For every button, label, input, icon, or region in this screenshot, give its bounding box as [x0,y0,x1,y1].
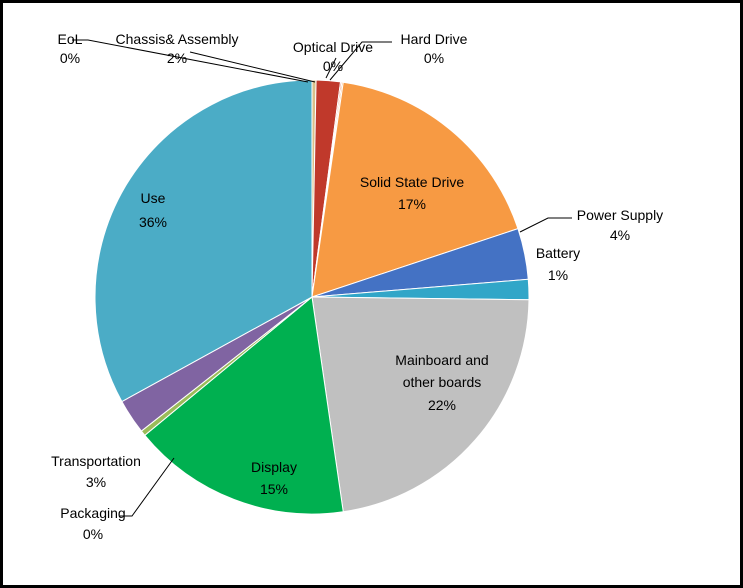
label-mainboard-value: 22% [428,397,456,413]
label-powersupply-name: Power Supply [577,207,663,223]
label-mainboard-name-1: Mainboard and [395,352,488,368]
label-ssd-name: Solid State Drive [360,174,464,190]
pie-slice-display [144,296,344,515]
leader-packaging [120,457,175,517]
label-display-name: Display [251,459,297,475]
label-harddrive-name: Hard Drive [401,31,468,47]
leader-chassis [189,51,316,83]
pie-slices [94,79,530,515]
label-battery-value: 1% [548,267,568,283]
label-transportation-value: 3% [86,474,106,490]
leader-harddrive [329,41,392,81]
slice-labels: EoL 0% Chassis& Assembly 2% Optical Driv… [51,31,663,542]
label-ssd-value: 17% [398,196,426,212]
label-optical-name: Optical Drive [293,39,373,55]
label-optical-value: 0% [323,58,343,74]
leader-eol [72,39,309,83]
label-chassis-name: Chassis& Assembly [116,31,239,47]
pie-slice-mainboard-and-other-boards [311,296,530,513]
label-use-value: 36% [139,214,167,230]
label-packaging-value: 0% [83,526,103,542]
label-powersupply-value: 4% [610,227,630,243]
label-mainboard-name-2: other boards [403,374,482,390]
leader-optical [325,57,337,79]
label-display-value: 15% [260,481,288,497]
label-harddrive-value: 0% [424,50,444,66]
leader-lines [72,39,572,517]
label-chassis-value: 2% [167,50,187,66]
label-packaging-name: Packaging [60,505,125,521]
pie-slice-use [94,79,313,403]
label-transportation-name: Transportation [51,453,141,469]
leader-powersupply [519,217,572,233]
label-use-name: Use [141,190,166,206]
label-eol-value: 0% [60,50,80,66]
pie-slice-solid-state-drive [311,81,519,298]
label-battery-name: Battery [536,245,580,261]
label-eol-name: EoL [58,31,83,47]
